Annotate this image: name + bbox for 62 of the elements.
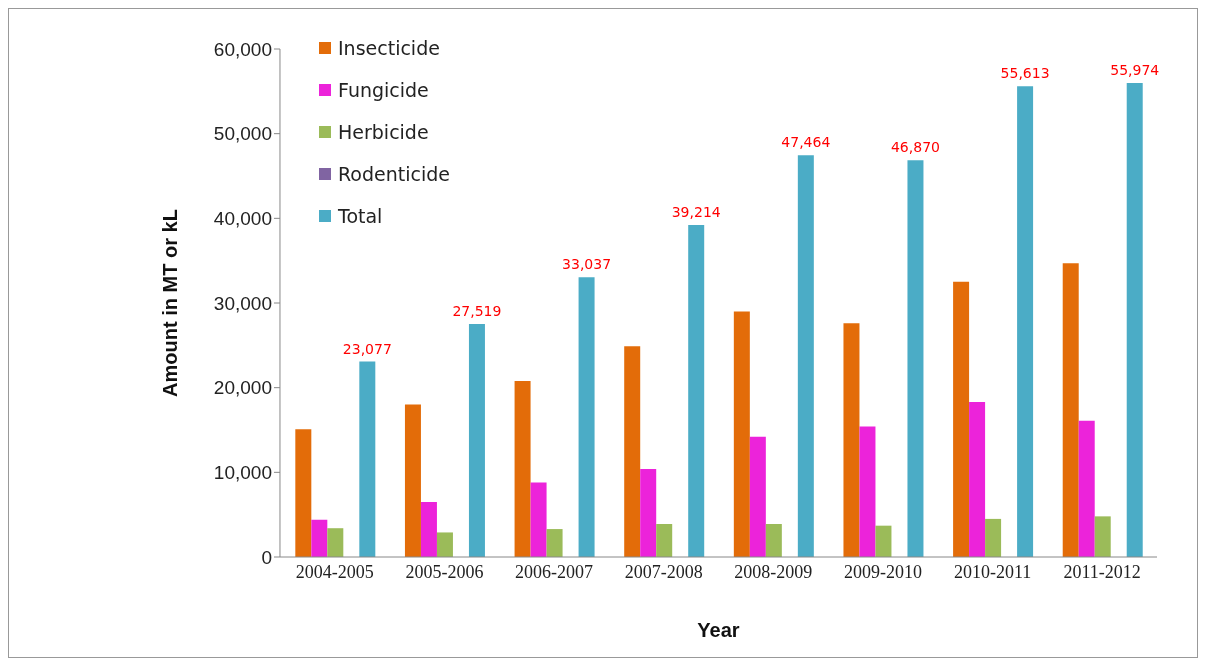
data-label: 39,214 — [671, 203, 721, 220]
bar — [420, 501, 437, 557]
data-label: 55,613 — [1000, 65, 1050, 82]
bar — [749, 436, 766, 557]
bar — [468, 324, 485, 557]
x-tick-label: 2009-2010 — [843, 561, 922, 582]
bar — [843, 323, 860, 557]
bar — [953, 281, 970, 557]
bar — [688, 224, 705, 557]
bar — [859, 426, 876, 557]
bar — [985, 518, 1002, 557]
bar — [765, 523, 782, 557]
data-label: 46,870 — [890, 139, 940, 156]
y-tick-label: 20,000 — [213, 377, 272, 399]
x-tick-label: 2004-2005 — [295, 561, 374, 582]
bar — [1062, 263, 1079, 557]
y-tick-label: 40,000 — [213, 208, 272, 230]
bar — [875, 525, 892, 557]
bar — [404, 404, 421, 557]
bar — [1017, 86, 1034, 557]
bar — [1094, 516, 1111, 557]
bar — [907, 160, 924, 557]
bar — [1078, 420, 1095, 557]
x-axis-title: Year — [697, 619, 740, 641]
x-tick-label: 2008-2009 — [734, 561, 813, 582]
bar — [311, 519, 328, 557]
bar — [546, 529, 563, 557]
data-label: 55,974 — [1110, 62, 1160, 79]
bar — [359, 361, 376, 557]
bar — [1126, 83, 1143, 557]
legend-label: Total — [337, 205, 384, 227]
bar — [578, 277, 595, 557]
bar — [530, 482, 547, 557]
x-tick-label: 2010-2011 — [953, 561, 1032, 582]
bar — [327, 528, 344, 557]
bar — [436, 532, 453, 557]
data-label: 47,464 — [781, 134, 831, 151]
bar — [656, 523, 673, 557]
bar — [295, 429, 312, 557]
bar — [797, 155, 814, 557]
y-axis-title: Amount in MT or kL — [159, 209, 182, 397]
y-tick-label: 50,000 — [213, 123, 272, 145]
bar — [640, 468, 657, 557]
bar — [624, 346, 641, 557]
y-tick-label: 30,000 — [213, 292, 272, 314]
legend-label: Insecticide — [337, 37, 441, 59]
bar — [969, 402, 986, 557]
legend-label: Fungicide — [337, 79, 430, 101]
y-tick-label: 10,000 — [213, 462, 272, 484]
legend-label: Herbicide — [337, 121, 430, 143]
y-tick-label: 0 — [261, 546, 272, 568]
x-tick-label: 2005-2006 — [405, 561, 484, 582]
bar — [514, 380, 531, 557]
data-label: 23,077 — [342, 340, 392, 357]
data-label: 33,037 — [562, 256, 612, 273]
y-tick-label: 60,000 — [213, 38, 272, 60]
x-tick-label: 2006-2007 — [515, 561, 594, 582]
x-tick-label: 2007-2008 — [624, 561, 703, 582]
legend-label: Rodenticide — [337, 163, 450, 185]
bar — [733, 311, 750, 557]
x-tick-label: 2011-2012 — [1063, 561, 1141, 582]
data-label: 27,519 — [452, 303, 502, 320]
